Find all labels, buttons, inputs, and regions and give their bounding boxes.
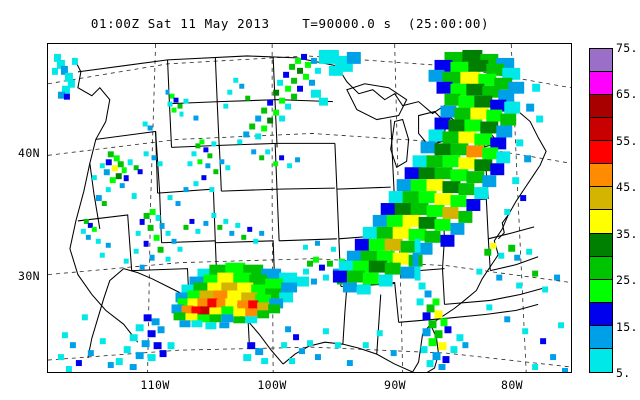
colorbar-segment-35-40	[590, 233, 612, 257]
y-axis-tick-40N: 40N	[18, 146, 40, 160]
reflectivity-colorbar	[589, 48, 613, 373]
map-canvas	[48, 44, 571, 372]
colorbar-segment-20-25	[590, 302, 612, 326]
echo-pacific-northwest	[51, 53, 78, 100]
echo-california	[80, 218, 111, 258]
echo-southeast-offshore	[476, 242, 569, 372]
x-axis-tick-80W: 80W	[501, 378, 523, 392]
colorbar-segment-60-65	[590, 118, 612, 142]
echo-rockies	[167, 139, 231, 207]
colorbar-label-5: 5.	[616, 366, 631, 380]
figure-title: 01:00Z Sat 11 May 2013 T=90000.0 s (25:0…	[90, 16, 490, 31]
echo-gulf-of-mexico	[281, 326, 397, 367]
echo-texas-squall-line	[115, 262, 310, 371]
colorbar-label-55: 55.	[616, 133, 638, 148]
colorbar-label-15: 15.	[616, 319, 638, 334]
echo-great-basin	[91, 151, 163, 207]
colorbar-segment-50-55	[590, 164, 612, 188]
colorbar-label-75: 75.	[616, 41, 638, 55]
colorbar-segment-10-15	[590, 348, 612, 372]
x-axis-tick-90W: 90W	[384, 378, 406, 392]
echo-idaho-montana	[142, 89, 199, 131]
echo-florida	[412, 238, 469, 371]
colorbar-segment-55-60	[590, 141, 612, 165]
colorbar-segment-45-50	[590, 187, 612, 211]
colorbar-label-65: 65.	[616, 87, 638, 102]
echo-appalachian-band	[332, 49, 525, 295]
echo-four-corners	[123, 208, 265, 270]
colorbar-label-45: 45.	[616, 180, 638, 195]
colorbar-segment-75-80	[590, 49, 612, 73]
echo-offshore-atlantic	[504, 83, 544, 215]
echo-northern-plains	[223, 77, 301, 169]
colorbar-label-35: 35.	[616, 226, 638, 241]
colorbar-segment-40-45	[590, 210, 612, 234]
x-axis-tick-110W: 110W	[140, 378, 170, 392]
colorbar-label-25: 25.	[616, 273, 638, 288]
colorbar-segment-30-35	[590, 256, 612, 280]
colorbar-segment-65-70	[590, 95, 612, 119]
echo-southwest-corner	[57, 314, 114, 372]
colorbar-segment-15-20	[590, 325, 612, 349]
colorbar-segment-25-30	[590, 279, 612, 303]
x-axis-tick-100W: 100W	[257, 378, 287, 392]
map-plot-area	[47, 43, 572, 373]
colorbar-segment-70-75	[590, 72, 612, 96]
echo-upper-midwest	[237, 49, 361, 145]
y-axis-tick-30N: 30N	[18, 269, 40, 283]
